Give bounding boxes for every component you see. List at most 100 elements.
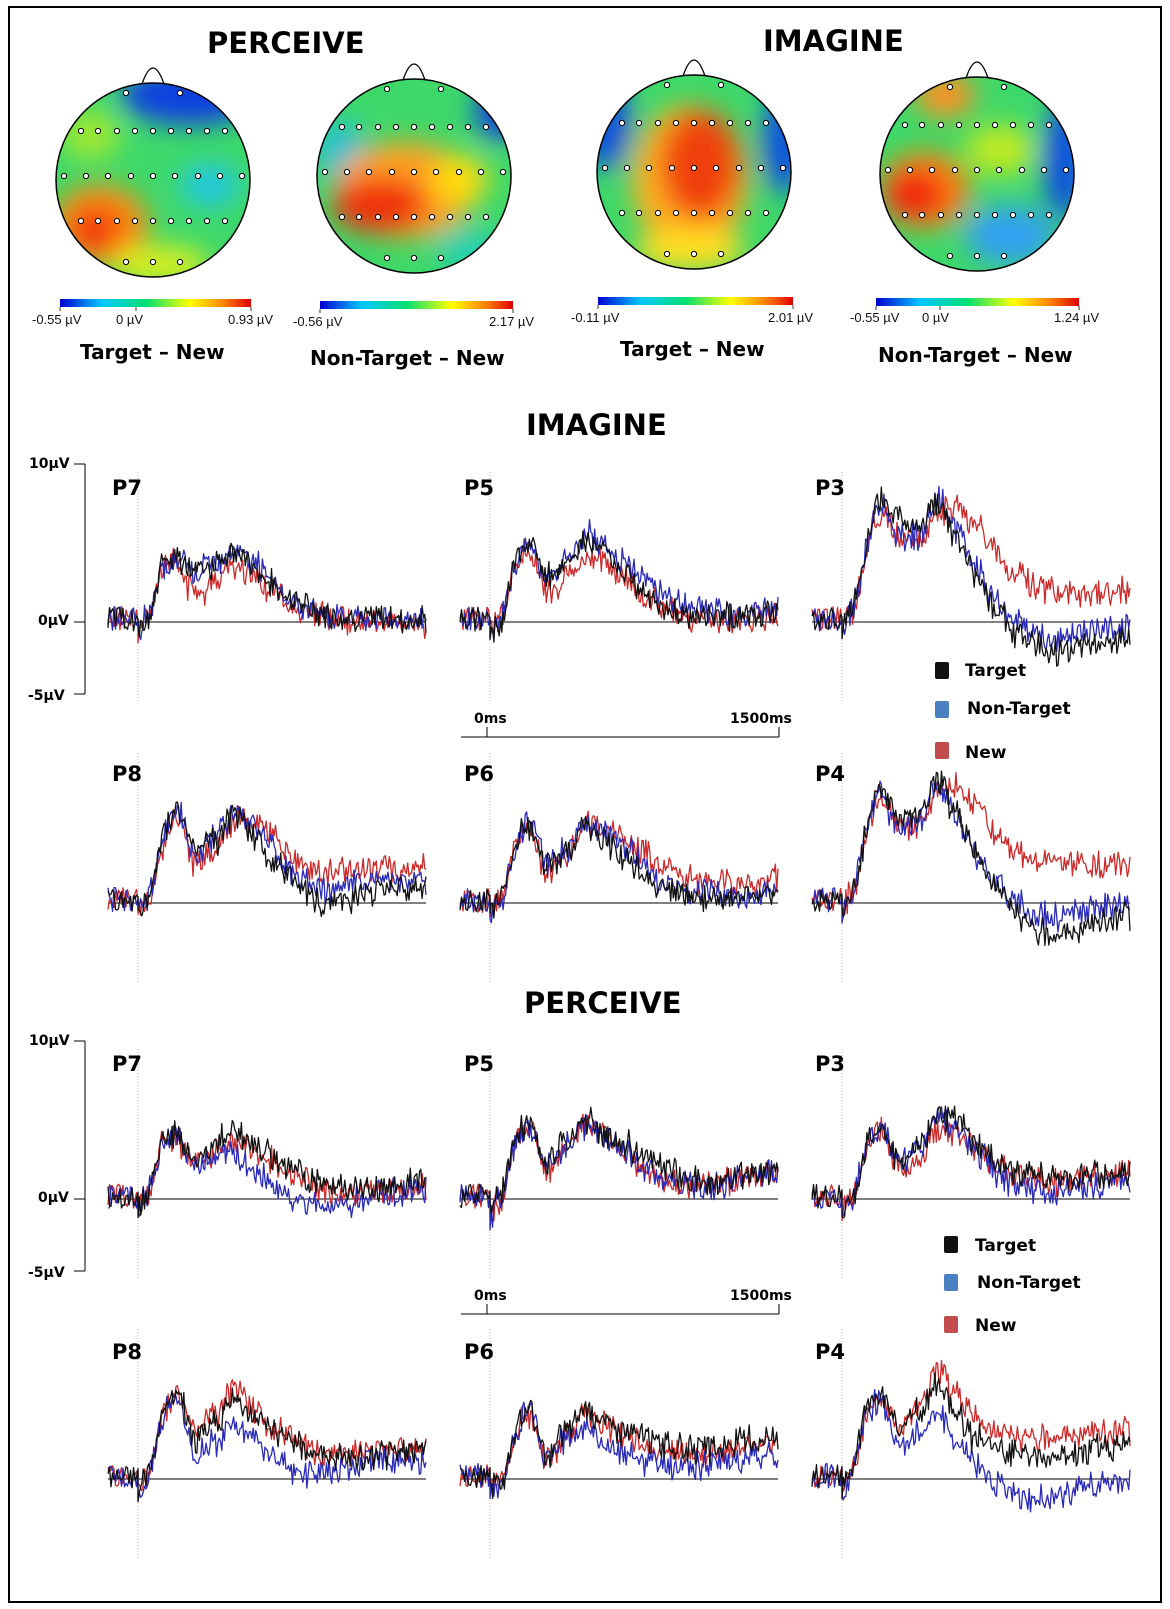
electrode-dot: [343, 168, 351, 176]
electrode-dot: [185, 217, 193, 225]
electrode-dot: [635, 209, 643, 217]
y-axis-top-label: 10µV: [29, 456, 70, 472]
erp-panel: [107, 472, 427, 702]
electrode-dot: [374, 213, 382, 221]
topomap-title: Target – New: [80, 340, 225, 364]
legend-label: New: [965, 743, 1007, 763]
electrode-dot: [355, 213, 363, 221]
electrode-dot: [757, 164, 765, 172]
electrode-dot: [1000, 252, 1008, 260]
electrode-dot: [477, 168, 485, 176]
electrode-dot: [355, 123, 363, 131]
electrode-dot: [113, 217, 121, 225]
electrode-dot: [203, 127, 211, 135]
legend-label: Non-Target: [977, 1273, 1081, 1293]
erp-trace-new: [459, 810, 779, 918]
electrode-dot: [901, 211, 909, 219]
colorbar-mid-label: 0 µV: [116, 312, 144, 327]
electrode-dot: [338, 123, 346, 131]
electrode-dot: [365, 168, 373, 176]
legend-swatch: [944, 1316, 958, 1333]
electrode-dot: [654, 119, 662, 127]
electrode-dot: [122, 89, 130, 97]
electrode-dot: [726, 119, 734, 127]
electrode-dot: [1027, 211, 1035, 219]
topomap-title: Non-Target – New: [310, 346, 505, 370]
electrode-dot: [104, 172, 112, 180]
electrode-dot: [82, 172, 90, 180]
electrode-dot: [601, 164, 609, 172]
electrode-dot: [60, 172, 68, 180]
y-axis-bottom-label: -5µV: [28, 1265, 65, 1281]
erp-trace-new: [811, 494, 1131, 631]
electrode-dot: [437, 85, 445, 93]
electrode-dot: [167, 127, 175, 135]
electrode-label: P7: [112, 476, 143, 500]
erp-trace-new: [107, 1379, 427, 1492]
time-axis-end-label: 1500ms: [730, 711, 792, 727]
erp-trace-target: [107, 1387, 427, 1503]
electrode-dot: [623, 164, 631, 172]
electrode-dot: [663, 81, 671, 89]
erp-trace-nontarget: [107, 801, 427, 912]
legend-label: Non-Target: [967, 699, 1071, 719]
electrode-dot: [482, 123, 490, 131]
topomap-title: Target – New: [620, 337, 765, 361]
time-axis-end-label: 1500ms: [730, 1288, 792, 1304]
electrode-dot: [1040, 166, 1048, 174]
electrode-dot: [672, 119, 680, 127]
colorbar-min-label: -0.55 µV: [850, 310, 900, 325]
time-axis-start-label: 0ms: [474, 711, 507, 727]
electrode-dot: [410, 123, 418, 131]
nose-icon: [682, 59, 706, 77]
colorbar-max-label: 2.17 µV: [489, 314, 535, 329]
electrode-dot: [973, 121, 981, 129]
electrode-dot: [221, 217, 229, 225]
electrode-dot: [708, 119, 716, 127]
colorbar: [598, 297, 793, 305]
nose-icon: [402, 63, 426, 81]
electrode-dot: [884, 166, 892, 174]
electrode-label: P6: [464, 1340, 495, 1364]
electrode-dot: [388, 168, 396, 176]
electrode-dot: [94, 217, 102, 225]
electrode-dot: [668, 164, 676, 172]
electrode-dot: [690, 119, 698, 127]
erp-panel: [459, 753, 779, 983]
electrode-dot: [176, 258, 184, 266]
electrode-dot: [955, 211, 963, 219]
colorbar-mid-label: 0 µV: [922, 310, 950, 325]
electrode-markers: [60, 81, 1070, 266]
electrode-dot: [708, 209, 716, 217]
electrode-dot: [1000, 83, 1008, 91]
erp-trace-target: [459, 1106, 779, 1215]
topomap-imagine-nontarget-new: [875, 61, 1080, 310]
electrode-dot: [654, 209, 662, 217]
electrode-dot: [744, 209, 752, 217]
electrode-dot: [690, 209, 698, 217]
electrode-dot: [464, 213, 472, 221]
electrode-dot: [482, 213, 490, 221]
imagine-erp-heading: IMAGINE: [526, 408, 667, 442]
electrode-dot: [1062, 166, 1070, 174]
topomap-title: Non-Target – New: [878, 343, 1073, 367]
electrode-dot: [338, 213, 346, 221]
colorbar-max-label: 1.24 µV: [1054, 310, 1100, 325]
time-scale-bar: [461, 1304, 780, 1315]
electrode-label: P5: [464, 476, 495, 500]
electrode-dot: [735, 164, 743, 172]
colorbar-max-label: 0.93 µV: [228, 312, 274, 327]
electrode-dot: [171, 172, 179, 180]
electrode-dot: [455, 168, 463, 176]
electrode-dot: [238, 172, 246, 180]
topomap-group: [55, 59, 1080, 313]
electrode-label: P6: [464, 762, 495, 786]
electrode-dot: [1009, 121, 1017, 129]
electrode-dot: [946, 83, 954, 91]
y-axis-bottom-label: -5µV: [28, 688, 65, 704]
legend-label: Target: [975, 1236, 1037, 1256]
electrode-dot: [991, 121, 999, 129]
electrode-dot: [383, 85, 391, 93]
electrode-label: P4: [815, 1340, 846, 1364]
